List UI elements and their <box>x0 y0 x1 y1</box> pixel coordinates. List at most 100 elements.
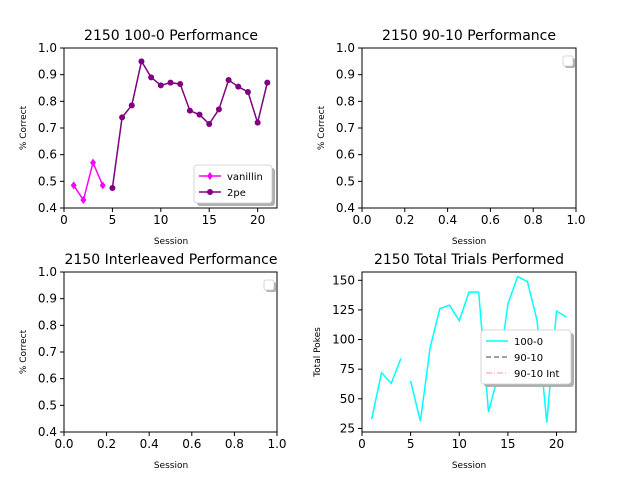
panel-total-trials: 2150 Total Trials Performed 0 5 10 15 20 25 50… <box>313 252 577 471</box>
y-tick-label: 1.0 <box>38 265 57 279</box>
x-tick-label: 0.2 <box>97 437 116 451</box>
x-tick-label: 20 <box>549 437 564 451</box>
chart-title: 2150 Interleaved Performance <box>65 252 278 268</box>
data-point <box>186 107 193 114</box>
y-axis-label: % Correct <box>19 329 29 374</box>
y-tick-label: 0.8 <box>336 94 355 108</box>
series-line-vanillin <box>73 160 104 202</box>
data-point <box>80 196 87 204</box>
legend-marker <box>207 172 213 180</box>
axes-frame <box>361 47 577 209</box>
data-point <box>215 106 222 113</box>
series-line-100-0 <box>370 358 402 420</box>
y-tick-label: 0.5 <box>38 398 57 412</box>
data-point <box>157 82 164 89</box>
y-tick-label: 150 <box>332 273 355 287</box>
y-tick-label: 0.8 <box>38 94 57 108</box>
data-point <box>196 111 203 118</box>
panel-100-0-performance: 2150 100-0 Performance 0 5 10 15 20 0.4 0.5 0.6… <box>19 28 278 247</box>
x-tick-label: 0.6 <box>182 437 201 451</box>
y-tick-label: 75 <box>340 362 355 376</box>
data-point <box>235 83 242 90</box>
chart-title: 2150 90-10 Performance <box>382 28 556 44</box>
y-tick-label: 25 <box>340 421 355 435</box>
y-tick-label: 0.5 <box>336 174 355 188</box>
legend-box <box>562 55 574 67</box>
legend-box <box>263 279 275 291</box>
y-tick-label: 1.0 <box>336 41 355 55</box>
y-tick-label: 50 <box>340 392 355 406</box>
legend-label: 100-0 <box>514 337 543 348</box>
y-tick-label: 0.7 <box>38 121 57 135</box>
legend-label: 90-10 <box>514 353 543 364</box>
y-tick-label: 0.9 <box>38 292 57 306</box>
y-tick-label: 0.6 <box>38 148 57 162</box>
chart-title: 2150 100-0 Performance <box>84 28 258 44</box>
y-tick-label: 0.9 <box>38 68 57 82</box>
x-tick-label: 15 <box>202 213 217 227</box>
legend-label: 90-10 Int <box>514 369 560 380</box>
x-axis-label: Session <box>154 461 188 471</box>
x-tick-label: 10 <box>153 213 168 227</box>
x-tick-label: 0 <box>60 213 68 227</box>
y-tick-label: 0.6 <box>38 372 57 386</box>
data-point <box>167 79 174 86</box>
x-tick-label: 0.4 <box>140 437 159 451</box>
y-tick-label: 0.6 <box>336 148 355 162</box>
legend-box <box>193 164 273 204</box>
y-tick-label: 0.4 <box>336 201 355 215</box>
data-point <box>225 77 232 83</box>
data-point <box>99 181 106 190</box>
y-tick-label: 0.9 <box>336 68 355 82</box>
data-point <box>138 58 145 65</box>
x-tick-label: 0.2 <box>395 213 414 227</box>
x-tick-label: 5 <box>407 437 415 451</box>
x-axis-label: Session <box>452 237 486 247</box>
y-tick-label: 0.4 <box>38 425 57 439</box>
data-point <box>264 79 271 86</box>
x-axis-label: Session <box>154 237 188 247</box>
x-tick-label: 0 <box>358 437 366 451</box>
x-tick-label: 20 <box>250 213 265 227</box>
y-tick-label: 125 <box>332 303 355 317</box>
data-point <box>206 121 213 127</box>
y-tick-label: 0.4 <box>38 201 57 215</box>
y-tick-label: 0.5 <box>38 174 57 188</box>
data-point <box>244 89 251 95</box>
legend-label: 2pe <box>227 188 246 199</box>
y-tick-label: 100 <box>332 333 355 347</box>
x-tick-label: 1.0 <box>566 213 585 227</box>
x-tick-label: 10 <box>452 437 467 451</box>
axes-frame <box>63 271 278 433</box>
y-axis-label: % Correct <box>19 105 29 150</box>
x-tick-label: 0.8 <box>225 437 244 451</box>
data-point <box>70 181 77 190</box>
y-tick-label: 0.7 <box>38 345 57 359</box>
x-tick-label: 0.0 <box>352 213 371 227</box>
legend-marker <box>207 189 213 195</box>
data-point <box>128 102 135 109</box>
axes-frame <box>361 271 577 433</box>
x-tick-label: 0.4 <box>438 213 457 227</box>
legend-box <box>480 329 572 385</box>
data-point <box>119 114 126 121</box>
y-tick-label: 0.8 <box>38 318 57 332</box>
x-tick-label: 0.6 <box>481 213 500 227</box>
x-tick-label: 0.8 <box>524 213 543 227</box>
data-point <box>109 185 116 191</box>
data-point <box>177 81 184 87</box>
axes-frame <box>63 47 278 209</box>
legend-label: vanillin <box>227 172 263 183</box>
y-axis-label: % Correct <box>317 105 327 150</box>
x-tick-label: 5 <box>109 213 117 227</box>
x-axis-label: Session <box>452 461 486 471</box>
chart-title: 2150 Total Trials Performed <box>374 252 564 268</box>
x-tick-label: 1.0 <box>267 437 286 451</box>
panel-interleaved-performance: 2150 Interleaved Performance 0.0 0.2 0.4 0.… <box>19 252 287 471</box>
x-tick-label: 0.0 <box>54 437 73 451</box>
panel-90-10-performance: 2150 90-10 Performance 0.0 0.2 0.4 0.6 0.8 1.… <box>317 28 586 247</box>
y-tick-label: 1.0 <box>38 41 57 55</box>
y-tick-label: 0.7 <box>336 121 355 135</box>
y-axis-label: Total Pokes <box>313 327 323 378</box>
